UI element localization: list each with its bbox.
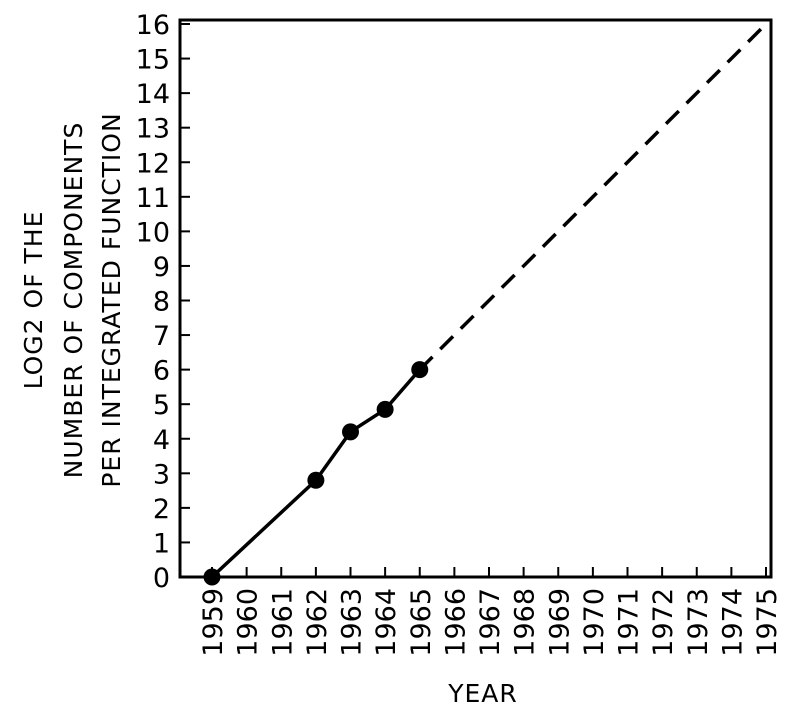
y-tick-label: 7 xyxy=(153,321,170,352)
x-tick-label: 1969 xyxy=(544,588,575,657)
y-axis-label-line: NUMBER OF COMPONENTS xyxy=(59,122,88,479)
series-points xyxy=(203,361,429,586)
projection-line xyxy=(418,22,768,371)
y-axis-label-line: LOG2 OF THE xyxy=(19,211,48,390)
y-tick-label: 15 xyxy=(136,45,170,76)
x-tick-label: 1965 xyxy=(406,588,437,657)
x-tick-label: 1966 xyxy=(440,588,471,657)
x-tick-label: 1974 xyxy=(717,588,748,657)
x-axis-ticks: 1959 1960 1961 1962 1963 1964 1965 1966 1967 1968… xyxy=(198,567,783,657)
x-axis-label: YEAR xyxy=(447,679,518,708)
y-axis-label: LOG2 OF THE NUMBER OF COMPONENTS PER INTEG… xyxy=(19,112,126,487)
y-axis-label-line: PER INTEGRATED FUNCTION xyxy=(97,112,126,487)
y-tick-label: 8 xyxy=(153,287,170,318)
y-tick-label: 1 xyxy=(153,528,170,559)
x-tick-label: 1970 xyxy=(579,588,610,657)
x-tick-label: 1963 xyxy=(337,588,368,657)
y-tick-label: 14 xyxy=(136,79,170,110)
x-tick-label: 1962 xyxy=(302,588,333,657)
x-tick-label: 1959 xyxy=(198,588,229,657)
y-tick-label: 5 xyxy=(153,390,170,421)
y-tick-label: 0 xyxy=(153,563,170,594)
y-tick-label: 6 xyxy=(153,356,170,387)
y-tick-label: 9 xyxy=(153,252,170,283)
x-tick-label: 1967 xyxy=(475,588,506,657)
x-tick-label: 1973 xyxy=(683,588,714,657)
x-tick-label: 1968 xyxy=(510,588,541,657)
x-tick-label: 1961 xyxy=(267,588,298,657)
y-tick-label: 10 xyxy=(136,217,170,248)
y-tick-label: 4 xyxy=(153,425,170,456)
x-tick-label: 1960 xyxy=(233,588,264,657)
y-tick-label: 12 xyxy=(136,148,170,179)
x-tick-label: 1971 xyxy=(614,588,645,657)
data-point xyxy=(411,361,429,379)
y-tick-label: 2 xyxy=(153,494,170,525)
y-tick-label: 16 xyxy=(136,10,170,41)
data-point xyxy=(376,400,394,418)
y-tick-label: 13 xyxy=(136,114,170,145)
y-tick-label: 11 xyxy=(136,183,170,214)
data-point xyxy=(307,471,325,489)
x-tick-label: 1964 xyxy=(371,588,402,657)
data-point xyxy=(342,423,359,441)
series-lines xyxy=(210,22,768,579)
x-tick-label: 1975 xyxy=(752,588,783,657)
plot-frame xyxy=(178,18,773,579)
data-point xyxy=(203,568,221,586)
x-tick-label: 1972 xyxy=(648,588,679,657)
y-tick-label: 3 xyxy=(153,459,170,490)
